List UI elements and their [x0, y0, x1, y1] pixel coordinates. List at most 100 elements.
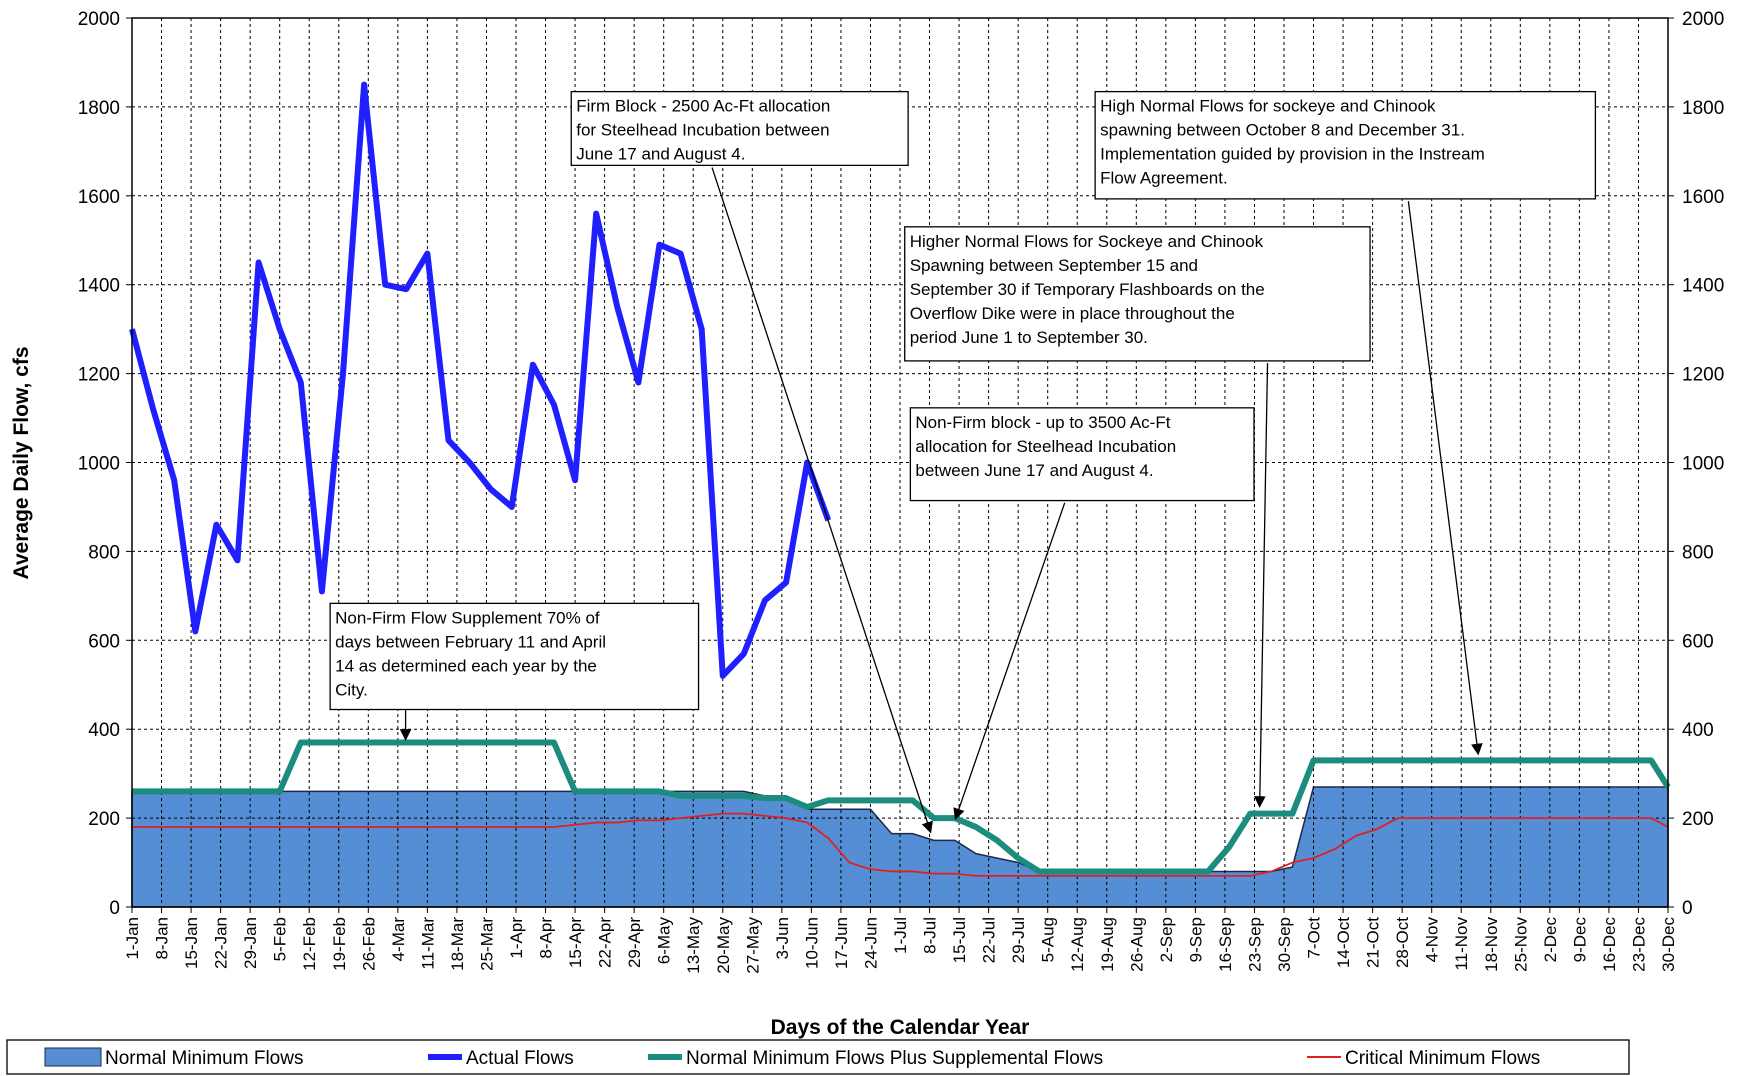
y2-tick-label: 400 — [1682, 720, 1714, 741]
x-tick-label: 11-Nov — [1452, 917, 1471, 971]
annotation-text: spawning between October 8 and December … — [1100, 121, 1465, 140]
annotation-box — [909, 407, 1255, 502]
x-tick-label: 12-Feb — [300, 917, 319, 971]
annotation-box — [904, 226, 1371, 362]
y2-tick-label: 2000 — [1682, 9, 1724, 30]
x-tick-label: 14-Oct — [1334, 917, 1353, 968]
annotation-box — [570, 90, 909, 167]
y-tick-label: 1400 — [78, 276, 120, 297]
line — [132, 739, 1671, 875]
x-tick-label: 9-Dec — [1570, 917, 1589, 963]
x-tick-label: 5-Aug — [1039, 917, 1058, 962]
annotation-text: June 17 and August 4. — [576, 145, 745, 164]
y2-tick-label: 1200 — [1682, 365, 1724, 386]
annotation-text: City. — [335, 680, 368, 699]
y-tick-label: 0 — [109, 898, 120, 919]
x-tick-label: 21-Oct — [1364, 917, 1383, 968]
x-axis-title: Days of the Calendar Year — [771, 1016, 1030, 1039]
x-tick-label: 1-Apr — [507, 917, 526, 959]
annotation-text: between June 17 and August 4. — [915, 461, 1153, 480]
annotation-text: Overflow Dike were in place throughout t… — [910, 304, 1235, 323]
y2-tick-label: 600 — [1682, 631, 1714, 652]
x-tick-label: 20-May — [714, 917, 733, 974]
x-tick-label: 15-Jul — [950, 917, 969, 963]
x-tick-label: 29-Jul — [1009, 917, 1028, 963]
x-tick-label: 19-Aug — [1098, 917, 1117, 972]
y-tick-label: 800 — [88, 542, 120, 563]
x-tick-label: 17-Jun — [832, 917, 851, 969]
y-axis-title: Average Daily Flow, cfs — [10, 346, 33, 579]
annotation-text: Spawning between September 15 and — [910, 256, 1198, 275]
x-tick-label: 29-Apr — [625, 917, 644, 968]
annotation-text: for Steelhead Incubation between — [576, 121, 829, 140]
y2-tick-label: 1000 — [1682, 454, 1724, 475]
x-tick-label: 29-Jan — [241, 917, 260, 969]
x-tick-label: 26-Feb — [359, 917, 378, 971]
legend-swatch — [44, 1047, 102, 1067]
x-tick-label: 30-Dec — [1659, 917, 1678, 972]
x-tick-label: 12-Aug — [1068, 917, 1087, 972]
legend-label: Actual Flows — [466, 1048, 574, 1069]
annotation-box — [1094, 90, 1597, 200]
x-tick-label: 25-Mar — [477, 917, 496, 971]
x-tick-label: 15-Jan — [182, 917, 201, 969]
legend-label: Normal Minimum Flows — [105, 1048, 303, 1069]
x-tick-label: 1-Jul — [891, 917, 910, 954]
y2-tick-label: 800 — [1682, 542, 1714, 563]
x-tick-label: 5-Feb — [271, 917, 290, 961]
y-tick-label: 400 — [88, 720, 120, 741]
x-tick-label: 15-Apr — [566, 917, 585, 968]
annotation-text: days between February 11 and April — [335, 632, 606, 651]
x-tick-label: 24-Jun — [861, 917, 880, 969]
x-tick-label: 7-Oct — [1305, 917, 1324, 959]
x-tick-label: 23-Dec — [1629, 917, 1648, 972]
annotation-text: 14 as determined each year by the — [335, 656, 597, 675]
annotation-text: Flow Agreement. — [1100, 169, 1228, 188]
x-tick-label: 27-May — [743, 917, 762, 974]
x-tick-label: 13-May — [684, 917, 703, 974]
y-tick-label: 1000 — [78, 454, 120, 475]
line — [129, 81, 832, 679]
x-tick-label: 16-Sep — [1216, 917, 1235, 972]
annotation-text: period June 1 to September 30. — [910, 328, 1148, 347]
x-tick-label: 10-Jun — [802, 917, 821, 969]
x-tick-label: 6-May — [655, 917, 674, 965]
y-tick-label: 1800 — [78, 98, 120, 119]
x-tick-label: 11-Mar — [418, 917, 437, 970]
x-tick-label: 28-Oct — [1393, 917, 1412, 968]
x-tick-label: 23-Sep — [1245, 917, 1264, 972]
x-tick-label: 3-Jun — [773, 917, 792, 960]
annotation-text: allocation for Steelhead Incubation — [915, 437, 1176, 456]
annotation-text: Firm Block - 2500 Ac-Ft allocation — [576, 97, 830, 116]
annotation-box — [329, 602, 700, 711]
y2-tick-label: 0 — [1682, 898, 1693, 919]
x-tick-label: 26-Aug — [1127, 917, 1146, 972]
x-tick-label: 9-Sep — [1186, 917, 1205, 962]
y2-tick-label: 1600 — [1682, 187, 1724, 208]
x-tick-label: 2-Sep — [1157, 917, 1176, 962]
annotation-text: September 30 if Temporary Flashboards on… — [910, 280, 1265, 299]
y-tick-label: 1600 — [78, 187, 120, 208]
x-tick-label: 16-Dec — [1600, 917, 1619, 972]
x-tick-label: 8-Apr — [537, 917, 556, 959]
y2-tick-label: 200 — [1682, 809, 1714, 830]
annotation-arrow — [1407, 201, 1483, 756]
x-tick-label: 18-Mar — [448, 917, 467, 971]
x-tick-label: 22-Jan — [212, 917, 231, 969]
annotation-arrow — [1253, 363, 1269, 808]
x-tick-label: 22-Jul — [980, 917, 999, 963]
x-tick-label: 22-Apr — [596, 917, 615, 968]
x-tick-label: 18-Nov — [1482, 917, 1501, 972]
x-tick-label: 25-Nov — [1511, 917, 1530, 972]
y2-tick-label: 1800 — [1682, 98, 1724, 119]
x-tick-label: 30-Sep — [1275, 917, 1294, 972]
annotation-text: High Normal Flows for sockeye and Chinoo… — [1100, 97, 1436, 116]
annotation-text: Higher Normal Flows for Sockeye and Chin… — [910, 232, 1264, 251]
y-tick-label: 2000 — [78, 9, 120, 30]
annotation-text: Non-Firm block - up to 3500 Ac-Ft — [915, 413, 1170, 432]
y2-tick-label: 1400 — [1682, 276, 1724, 297]
annotation-text: Implementation guided by provision in th… — [1100, 145, 1485, 164]
x-tick-label: 1-Jan — [123, 917, 142, 960]
y-tick-label: 200 — [88, 809, 120, 830]
